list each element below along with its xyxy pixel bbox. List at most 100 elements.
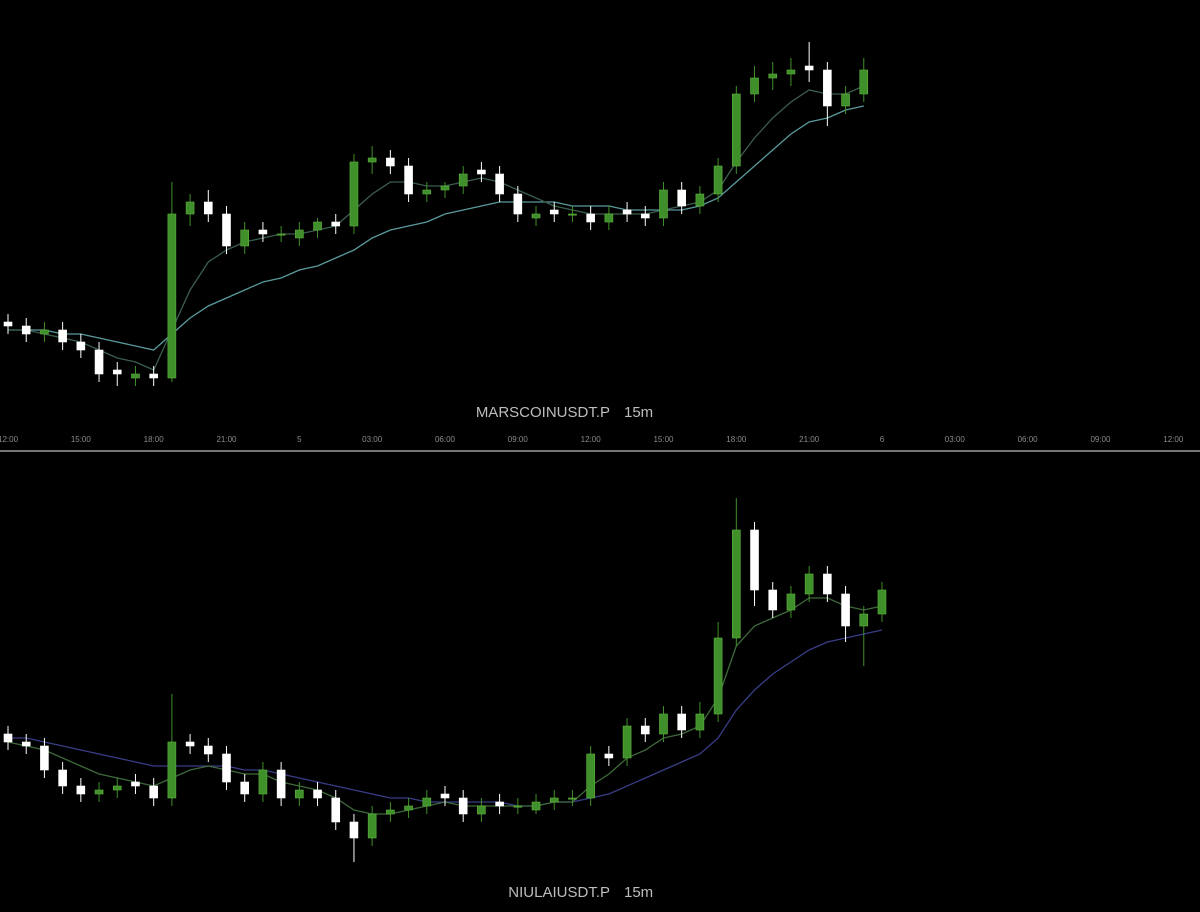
x-tick-label: 03:00 xyxy=(945,435,966,444)
candle-body xyxy=(21,741,31,747)
candle-body xyxy=(440,793,450,799)
candle-body xyxy=(713,165,723,195)
candle-body xyxy=(659,189,668,219)
candle-body xyxy=(295,789,304,799)
chart-symbol-title: MARSCOINUSDT.P xyxy=(476,404,610,421)
x-tick-label: 06:00 xyxy=(435,435,456,444)
x-tick-label: 18:00 xyxy=(144,435,165,444)
candle-body xyxy=(422,189,432,195)
candle-body xyxy=(203,745,213,755)
candle-body xyxy=(40,329,49,335)
candle-body xyxy=(677,713,686,731)
candle-body xyxy=(586,753,595,799)
candle-body xyxy=(513,805,523,808)
candle-body xyxy=(458,797,468,815)
x-tick-label: 06:00 xyxy=(1018,435,1039,444)
candle-body xyxy=(531,801,541,811)
candle-body xyxy=(622,209,632,215)
candle-body xyxy=(859,69,869,95)
candle-body xyxy=(549,797,559,803)
candle-body xyxy=(786,593,796,611)
candle-body xyxy=(367,157,377,163)
x-tick-label: 12:00 xyxy=(581,435,602,444)
candle-body xyxy=(713,637,723,715)
candle-body xyxy=(258,769,268,795)
candle-body xyxy=(21,325,31,335)
x-tick-label: 5 xyxy=(297,435,302,444)
candle-body xyxy=(495,801,504,807)
candle-body xyxy=(131,781,140,787)
candle-body xyxy=(349,161,359,227)
candle-body xyxy=(823,573,832,595)
candle-body xyxy=(549,209,559,215)
candle-body xyxy=(3,733,13,743)
candle-body xyxy=(276,233,286,236)
candle-body xyxy=(823,69,832,107)
candle-body xyxy=(495,173,504,195)
candle-body xyxy=(313,221,322,231)
candle-body xyxy=(768,589,778,611)
x-tick-label: 15:00 xyxy=(653,435,674,444)
candle-body xyxy=(313,789,322,799)
candle-body xyxy=(586,213,595,223)
chart-interval: 15m xyxy=(624,404,653,421)
candle-body xyxy=(604,753,614,759)
candle-body xyxy=(76,785,86,795)
chart-interval: 15m xyxy=(624,884,653,901)
moving-average-line xyxy=(8,105,864,351)
x-tick-label: 21:00 xyxy=(799,435,820,444)
candle-body xyxy=(513,193,523,215)
candle-body xyxy=(94,349,104,375)
candle-body xyxy=(477,805,486,815)
candle-body xyxy=(367,813,377,839)
candle-body xyxy=(750,77,759,95)
candle-body xyxy=(768,73,778,79)
candle-body xyxy=(568,797,577,800)
x-tick-label: 12:00 xyxy=(0,435,19,444)
candle-body xyxy=(58,329,67,343)
candle-body xyxy=(695,193,705,207)
candle-body xyxy=(804,65,814,71)
chart-panel: NIULAIUSDT.P 15m xyxy=(3,498,887,901)
candle-body xyxy=(3,321,13,327)
candle-body xyxy=(859,613,869,627)
x-tick-label: 09:00 xyxy=(1090,435,1111,444)
candle-body xyxy=(640,725,650,735)
candle-body xyxy=(877,589,887,615)
candle-body xyxy=(732,529,741,639)
candle-body xyxy=(295,229,304,239)
candle-body xyxy=(331,797,341,823)
candle-body xyxy=(568,213,577,216)
x-tick-label: 6 xyxy=(880,435,885,444)
candle-body xyxy=(185,741,195,747)
candle-body xyxy=(222,753,231,783)
candle-body xyxy=(841,593,850,627)
candle-body xyxy=(695,713,705,731)
candle-body xyxy=(804,573,814,595)
x-tick-label: 12:00 xyxy=(1163,435,1184,444)
candle-body xyxy=(477,169,486,175)
x-tick-label: 03:00 xyxy=(362,435,383,444)
candle-body xyxy=(677,189,686,207)
candle-body xyxy=(112,785,122,791)
candle-body xyxy=(531,213,541,219)
candle-body xyxy=(112,369,122,375)
candle-body xyxy=(94,789,104,795)
candle-body xyxy=(203,201,213,215)
candle-body xyxy=(149,785,158,799)
candle-body xyxy=(240,229,250,247)
candle-body xyxy=(622,725,632,759)
candle-body xyxy=(58,769,67,787)
candle-body xyxy=(222,213,231,247)
candle-body xyxy=(276,769,286,799)
candle-body xyxy=(440,185,450,191)
candle-body xyxy=(76,341,86,351)
candle-body xyxy=(386,809,395,815)
candle-body xyxy=(240,781,250,795)
chart-symbol-title: NIULAIUSDT.P xyxy=(508,884,610,901)
candle-body xyxy=(750,529,759,591)
candle-body xyxy=(149,373,158,379)
candle-body xyxy=(640,213,650,219)
